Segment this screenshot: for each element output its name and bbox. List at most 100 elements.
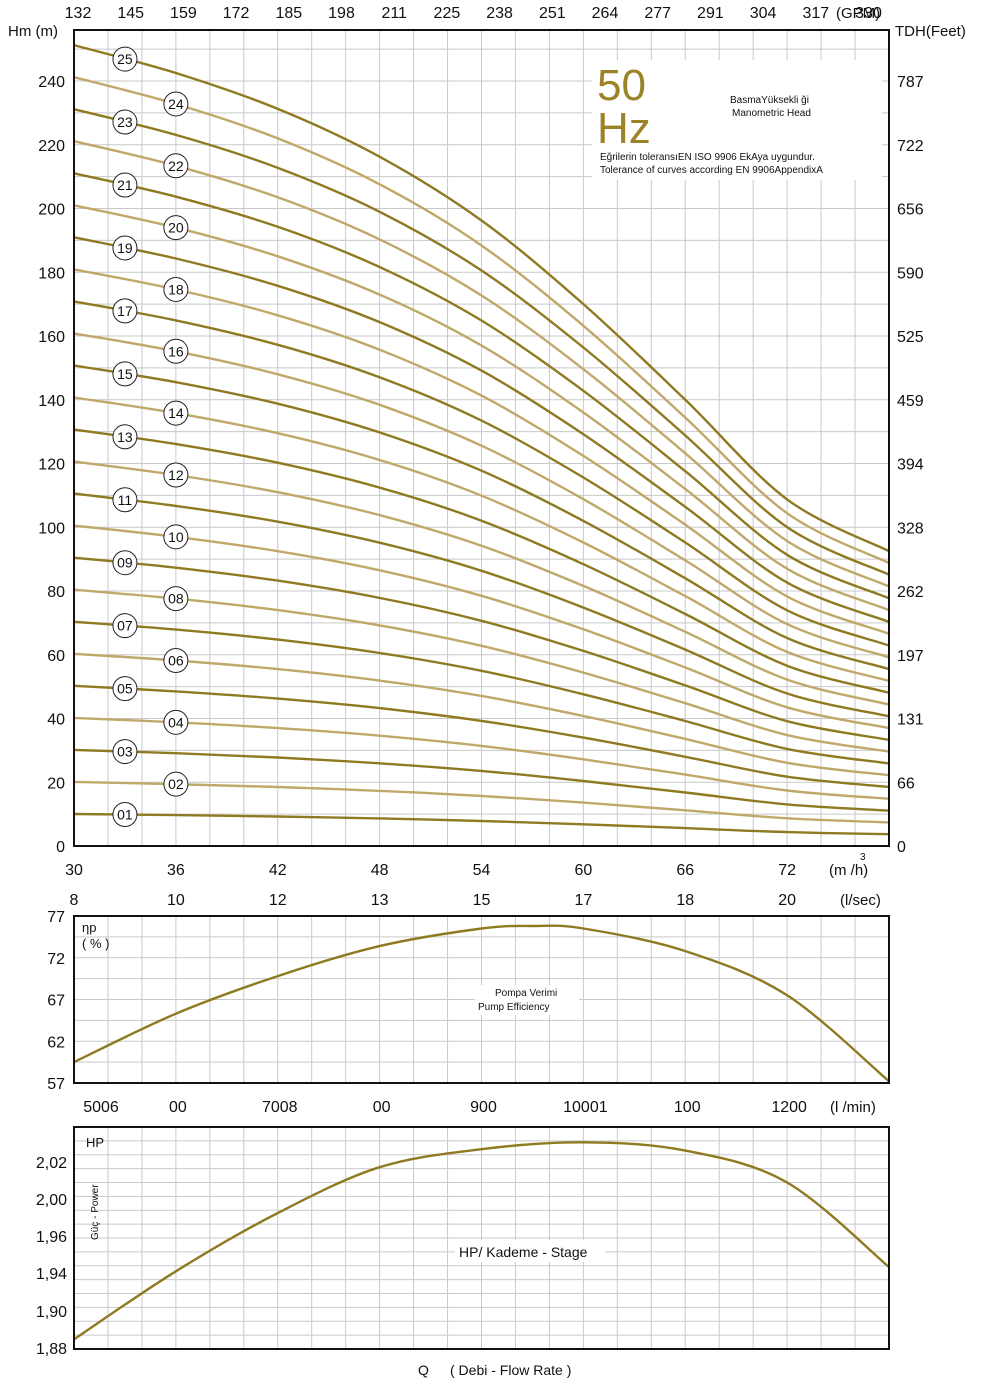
efficiency-caption-2: Pump Efficiency xyxy=(478,1002,550,1013)
stage-label-text: 17 xyxy=(117,303,133,319)
gpm-tick: 277 xyxy=(644,5,671,22)
head-curve-stage-15 xyxy=(73,364,890,671)
head-curve-stage-05 xyxy=(73,684,890,789)
efficiency-caption-1: Pompa Verimi xyxy=(495,988,557,999)
head-curve-stage-13 xyxy=(73,428,890,694)
efficiency-chart-frame xyxy=(73,915,890,1084)
head-curve-stage-07 xyxy=(73,620,890,765)
head-meters-tick: 120 xyxy=(38,457,65,474)
gpm-tick: 132 xyxy=(65,5,92,22)
flow-m3h-tick: 54 xyxy=(473,862,491,879)
stage-marker xyxy=(163,709,189,735)
flow-lsec-tick: 13 xyxy=(371,892,389,909)
flow-m3h-tick: 72 xyxy=(778,862,796,879)
stage-marker xyxy=(163,153,189,179)
x-unit-superscript: 3 xyxy=(860,852,866,863)
flow-lsec-tick: 8 xyxy=(70,892,79,909)
head-feet-tick: 590 xyxy=(897,265,924,282)
stage-marker xyxy=(163,462,189,488)
power-unit-label: HP xyxy=(86,1135,104,1150)
right-axis-label: TDH(Feet) xyxy=(895,23,966,40)
hz-legend-background xyxy=(592,60,882,180)
power-tick: 2,00 xyxy=(36,1192,67,1209)
head-curve-stage-06 xyxy=(73,652,890,777)
stage-label-text: 18 xyxy=(168,281,184,297)
stage-marker xyxy=(112,487,138,513)
head-curve-stage-09 xyxy=(73,556,890,742)
stage-label-text: 06 xyxy=(168,652,184,668)
stage-label-text: 04 xyxy=(168,714,184,730)
gpm-tick: 291 xyxy=(697,5,724,22)
power-tick: 1,90 xyxy=(36,1304,67,1321)
head-curve-stage-25 xyxy=(73,43,890,553)
head-curve-stage-18 xyxy=(73,268,890,635)
stage-marker xyxy=(112,676,138,702)
head-meters-tick: 100 xyxy=(38,520,65,537)
lmin-tick: 00 xyxy=(373,1099,391,1116)
flow-m3h-tick: 36 xyxy=(167,862,185,879)
stage-label-text: 20 xyxy=(168,220,184,236)
efficiency-chart-curve xyxy=(73,924,890,1083)
flow-lsec-tick: 15 xyxy=(473,892,491,909)
flow-lsec-tick: 18 xyxy=(676,892,694,909)
lsec-unit: (l/sec) xyxy=(840,892,881,909)
power-curve xyxy=(73,1141,890,1341)
head-curve-stage-20 xyxy=(73,204,890,612)
gpm-axis-ticks: 132 145 159 172 185 198 211 225 238 251 264 277 291 3… xyxy=(65,5,882,22)
tolerance-line-2: Tolerance of curves according EN 9906App… xyxy=(600,165,823,176)
flow-m3h-tick: 60 xyxy=(574,862,592,879)
gpm-tick: 172 xyxy=(223,5,250,22)
head-curve-stage-03 xyxy=(73,748,890,812)
stage-marker xyxy=(112,235,138,261)
stage-label-text: 05 xyxy=(117,681,133,697)
gpm-tick: 304 xyxy=(750,5,777,22)
head-chart-curves xyxy=(73,43,890,836)
efficiency-tick: 57 xyxy=(47,1076,65,1093)
head-curve-stage-01 xyxy=(73,812,890,836)
stage-label-text: 09 xyxy=(117,555,133,571)
head-feet-tick: 328 xyxy=(897,520,924,537)
head-meters-axis-ticks: 0 20 40 60 80 100 120 140 160 180 200 220 240 xyxy=(38,74,65,856)
efficiency-tick: 62 xyxy=(47,1034,65,1051)
power-caption: HP/ Kademe - Stage xyxy=(459,1244,588,1260)
legend-line-2: Manometric Head xyxy=(732,108,811,119)
efficiency-tick: 77 xyxy=(47,909,65,926)
flow-lsec-tick: 20 xyxy=(778,892,796,909)
lmin-tick: 1200 xyxy=(771,1099,807,1116)
power-axis-ticks: 1,88 1,90 1,94 1,96 2,00 2,02 xyxy=(36,1155,67,1358)
head-meters-tick: 200 xyxy=(38,202,65,219)
head-feet-tick: 459 xyxy=(897,393,924,410)
stage-label-text: 19 xyxy=(117,240,133,256)
power-chart-frame xyxy=(73,1126,890,1350)
power-tick: 1,94 xyxy=(36,1266,67,1283)
q-label: Q xyxy=(418,1362,429,1378)
stage-marker xyxy=(112,550,138,576)
stage-marker xyxy=(163,91,189,117)
stage-marker xyxy=(163,771,189,797)
stage-label-text: 15 xyxy=(117,366,133,382)
gpm-tick: 225 xyxy=(434,5,461,22)
head-curve-stage-04 xyxy=(73,716,890,800)
head-feet-tick: 197 xyxy=(897,648,924,665)
stage-label-text: 16 xyxy=(168,343,184,359)
stage-label-text: 12 xyxy=(168,467,184,483)
stage-marker xyxy=(112,46,138,72)
head-curve-stage-02 xyxy=(73,780,890,824)
lmin-tick: 7008 xyxy=(262,1099,298,1116)
stage-label-text: 21 xyxy=(117,177,133,193)
stage-label-text: 11 xyxy=(118,492,133,508)
efficiency-curve xyxy=(73,924,890,1083)
head-curve-stage-11 xyxy=(73,492,890,718)
gpm-tick: 185 xyxy=(275,5,302,22)
power-caption-background xyxy=(455,1240,605,1262)
head-meters-tick: 80 xyxy=(47,584,65,601)
head-feet-tick: 262 xyxy=(897,584,924,601)
head-meters-tick: 160 xyxy=(38,329,65,346)
power-tick: 1,96 xyxy=(36,1229,67,1246)
efficiency-tick: 67 xyxy=(47,993,65,1010)
gpm-tick: 198 xyxy=(328,5,355,22)
head-curve-stage-24 xyxy=(73,76,890,565)
stage-label-text: 22 xyxy=(168,158,184,174)
head-meters-tick: 240 xyxy=(38,74,65,91)
